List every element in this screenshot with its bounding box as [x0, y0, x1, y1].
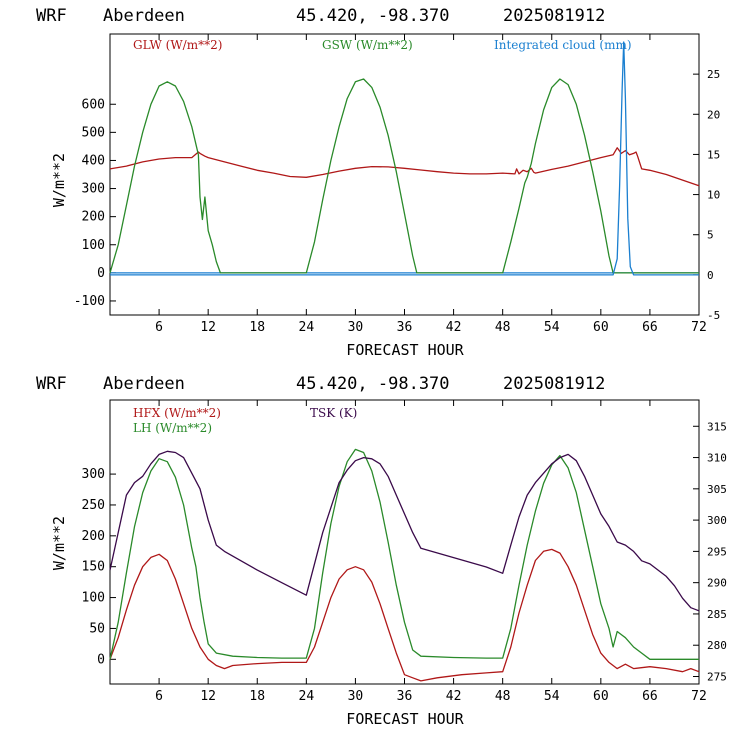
bottom-y-tick-label: 0 — [97, 652, 105, 667]
bottom-y2-tick-label: 295 — [707, 545, 727, 558]
top-x-tick-label: 72 — [691, 320, 707, 335]
bottom-axes: 6 12 18 24 30 36 42 48 54 60 66 72 0 50 100 150 200 250 30… — [82, 400, 727, 704]
bottom-y-tick-label: 200 — [82, 529, 105, 544]
bottom-x-axis-label: FORECAST HOUR — [346, 710, 464, 728]
legend-hfx: HFX (W/m**2) — [133, 406, 221, 420]
top-x-tick-label: 18 — [249, 320, 265, 335]
top-title-coords: 45.420, -98.370 — [296, 6, 450, 26]
top-y-tick-label: -100 — [74, 294, 105, 309]
top-y-tick-label: 300 — [82, 182, 105, 197]
top-y2-tick-label: -5 — [707, 309, 720, 322]
top-y2-tick-label: 15 — [707, 148, 720, 161]
top-y2-tick-label: 20 — [707, 108, 720, 121]
top-x-tick-label: 60 — [593, 320, 609, 335]
top-y2-tick-label: 0 — [707, 269, 714, 282]
bottom-x-tick-label: 36 — [397, 689, 413, 704]
bottom-y2-tick-label: 290 — [707, 577, 727, 590]
bottom-x-tick-label: 54 — [544, 689, 560, 704]
bottom-y-tick-label: 250 — [82, 498, 105, 513]
top-series-line-gsw — [109, 78, 699, 274]
legend-gsw: GSW (W/m**2) — [322, 38, 413, 52]
top-series-line-integrated — [110, 41, 699, 276]
top-x-tick-label: 42 — [446, 320, 462, 335]
bottom-title-coords: 45.420, -98.370 — [296, 374, 450, 394]
bottom-y-axis-label: W/m**2 — [50, 516, 68, 570]
top-y-tick-label: 400 — [82, 153, 105, 168]
top-x-tick-label: 12 — [200, 320, 216, 335]
bottom-series-line-hfx — [109, 548, 700, 682]
top-series — [109, 41, 700, 276]
bottom-x-tick-label: 24 — [299, 689, 315, 704]
top-y2-tick-label: 10 — [707, 189, 720, 202]
top-x-tick-label: 66 — [642, 320, 658, 335]
top-y2-tick-label: 25 — [707, 68, 720, 81]
top-y-tick-label: 0 — [97, 266, 105, 281]
bottom-series — [109, 448, 700, 682]
bottom-title-site: Aberdeen — [103, 374, 185, 394]
top-axes: 6 12 18 24 30 36 42 48 54 60 66 72-1000100200300400… — [74, 34, 720, 335]
top-x-tick-label: 54 — [544, 320, 560, 335]
bottom-y2-tick-label: 305 — [707, 483, 727, 496]
bottom-x-tick-label: 12 — [200, 689, 216, 704]
bottom-x-tick-label: 30 — [348, 689, 364, 704]
bottom-y2-tick-label: 285 — [707, 608, 727, 621]
top-x-tick-label: 36 — [397, 320, 413, 335]
bottom-series-line-lh — [109, 448, 699, 660]
bottom-x-tick-label: 72 — [691, 689, 707, 704]
bottom-y2-tick-label: 280 — [707, 639, 727, 652]
bottom-y2-tick-label: 275 — [707, 670, 727, 683]
bottom-title-model: WRF — [36, 374, 67, 394]
bottom-series-line-tsk — [109, 450, 700, 612]
top-title-model: WRF — [36, 6, 67, 26]
top-y-tick-label: 500 — [82, 125, 105, 140]
legend-tsk: TSK (K) — [310, 406, 357, 420]
bottom-y2-tick-label: 315 — [707, 420, 727, 433]
top-y2-tick-label: 5 — [707, 229, 714, 242]
bottom-y-tick-label: 50 — [89, 621, 105, 636]
bottom-y2-tick-label: 300 — [707, 514, 727, 527]
bottom-y-tick-label: 300 — [82, 467, 105, 482]
bottom-x-tick-label: 18 — [249, 689, 265, 704]
top-x-tick-label: 24 — [299, 320, 315, 335]
bottom-y-tick-label: 100 — [82, 591, 105, 606]
top-y-tick-label: 100 — [82, 238, 105, 253]
bottom-y2-tick-label: 310 — [707, 452, 727, 465]
bottom-x-tick-label: 66 — [642, 689, 658, 704]
top-y-axis-label: W/m**2 — [50, 153, 68, 207]
legend-integrated-cloud: Integrated cloud (mm) — [494, 38, 632, 52]
top-x-tick-label: 6 — [155, 320, 163, 335]
bottom-y-tick-label: 150 — [82, 560, 105, 575]
legend-glw: GLW (W/m**2) — [133, 38, 222, 52]
top-x-axis-label: FORECAST HOUR — [346, 341, 464, 359]
top-x-tick-label: 30 — [348, 320, 364, 335]
bottom-x-tick-label: 6 — [155, 689, 163, 704]
top-x-tick-label: 48 — [495, 320, 511, 335]
bottom-x-tick-label: 42 — [446, 689, 462, 704]
bottom-plot-frame — [109, 399, 700, 685]
bottom-x-tick-label: 60 — [593, 689, 609, 704]
top-y-tick-label: 600 — [82, 97, 105, 112]
top-y-tick-label: 200 — [82, 210, 105, 225]
legend-lh: LH (W/m**2) — [133, 421, 212, 435]
bottom-x-tick-label: 48 — [495, 689, 511, 704]
top-title-site: Aberdeen — [103, 6, 185, 26]
bottom-title-run: 2025081912 — [503, 374, 605, 394]
top-title-run: 2025081912 — [503, 6, 605, 26]
